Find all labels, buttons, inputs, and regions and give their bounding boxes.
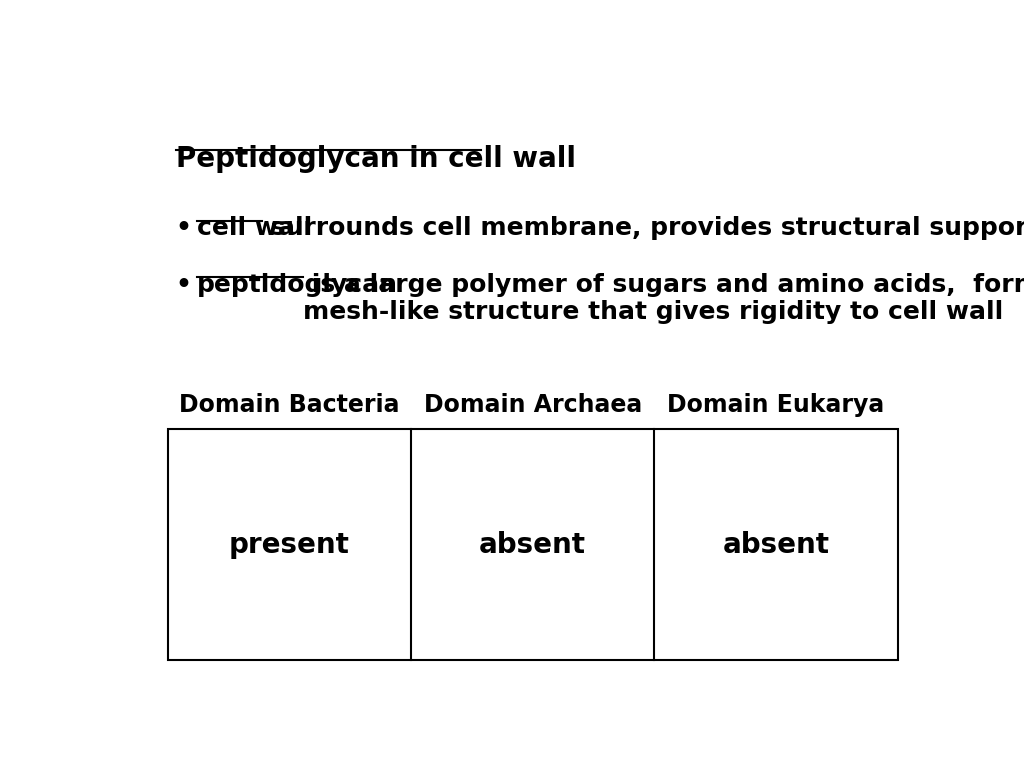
Text: present: present — [229, 531, 350, 558]
Text: cell wall: cell wall — [197, 217, 312, 240]
Text: Domain Archaea: Domain Archaea — [424, 393, 642, 418]
Text: Domain Eukarya: Domain Eukarya — [668, 393, 885, 418]
Text: absent: absent — [723, 531, 829, 558]
Text: Domain Bacteria: Domain Bacteria — [179, 393, 399, 418]
Text: Peptidoglycan in cell wall: Peptidoglycan in cell wall — [176, 145, 575, 174]
Text: surrounds cell membrane, provides structural support: surrounds cell membrane, provides struct… — [262, 217, 1024, 240]
Text: •: • — [176, 273, 191, 296]
Text: peptidoglycan: peptidoglycan — [197, 273, 398, 296]
Text: •: • — [176, 217, 191, 240]
Text: absent: absent — [479, 531, 586, 558]
Text: is a large polymer of sugars and amino acids,  forms
mesh-like structure that gi: is a large polymer of sugars and amino a… — [303, 273, 1024, 324]
Bar — [168, 429, 898, 660]
